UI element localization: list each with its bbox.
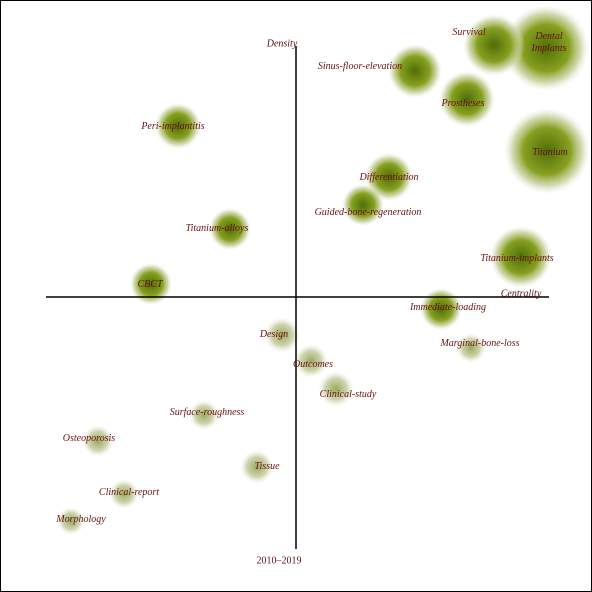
node-bubble	[365, 153, 413, 201]
node-bubble	[240, 450, 274, 484]
node-bubble	[264, 317, 300, 353]
node-label: Survival	[452, 27, 486, 38]
node-label: Marginal-bone-loss	[440, 338, 520, 349]
node-label: Peri-implantitis	[141, 121, 205, 132]
node-bubble	[130, 263, 172, 305]
node-label: Clinical-report	[98, 487, 160, 498]
node-bubble	[155, 103, 201, 149]
node-label: Differentiation	[359, 172, 419, 183]
node-bubble	[82, 425, 114, 457]
node-bubble	[294, 344, 328, 378]
node-bubble	[439, 71, 495, 127]
node-bubble	[504, 108, 590, 194]
node-label: Tissue	[254, 461, 280, 472]
node-label: CBCT	[137, 279, 163, 290]
node-label: Outcomes	[293, 359, 333, 370]
node-bubble	[57, 507, 85, 535]
node-label: Morphology	[56, 514, 106, 525]
node-bubble	[189, 400, 219, 430]
node-bubble	[456, 333, 486, 363]
node-label: Titanium-alloys	[185, 223, 249, 234]
period-label: 2010–2019	[256, 555, 302, 567]
node-bubble	[420, 288, 462, 330]
y-axis-label: Density	[266, 38, 298, 50]
node-bubble	[388, 44, 442, 98]
node-bubble	[463, 14, 525, 76]
node-label: Titanium	[532, 147, 568, 158]
x-axis-label: Centrality	[500, 288, 542, 300]
node-label: Titanium-implants	[480, 253, 554, 264]
node-label: Dental Implants	[531, 31, 567, 54]
node-label: Immediate-loading	[409, 302, 487, 313]
node-bubble	[342, 184, 384, 226]
node-label: Clinical-study	[319, 389, 377, 400]
node-bubble	[209, 208, 251, 250]
node-label: Guided-bone-regeneration	[314, 207, 422, 218]
node-label: Design	[259, 329, 289, 340]
node-label: Osteoporosis	[62, 433, 116, 444]
node-bubble	[109, 479, 139, 509]
node-label: Sinus-floor-elevation	[317, 61, 403, 72]
node-bubble	[503, 5, 589, 91]
node-bubble	[490, 226, 552, 288]
node-label: Prostheses	[441, 98, 485, 109]
node-label: Surface-roughness	[169, 407, 245, 418]
node-bubble	[318, 371, 354, 407]
